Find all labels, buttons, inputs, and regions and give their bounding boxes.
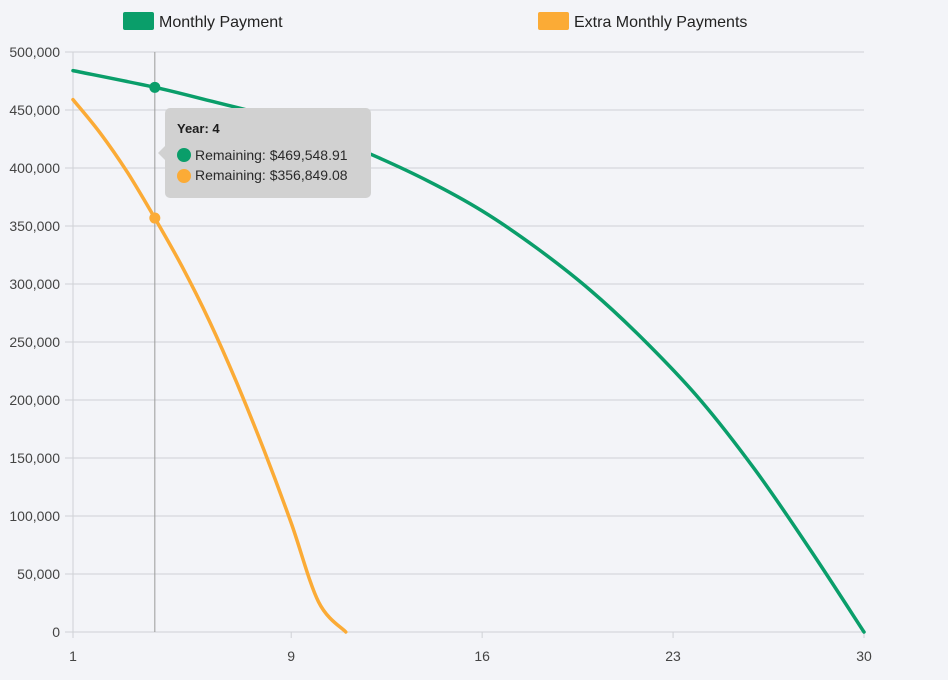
x-tick-label: 30 (856, 648, 872, 664)
legend-label-extra-monthly-payments: Extra Monthly Payments (574, 14, 747, 31)
y-tick-label: 50,000 (17, 566, 60, 582)
x-tick-label: 16 (474, 648, 490, 664)
y-axis-ticks: 500,000 450,000 400,000 350,000 300,000 250,0… (9, 44, 60, 640)
tooltip-line-extra-monthly-payments: Remaining: $356,849.08 (195, 167, 348, 183)
tooltip-swatch-extra-monthly-payments (177, 169, 191, 183)
tooltip-box (165, 108, 371, 198)
y-tick-label: 0 (52, 624, 60, 640)
x-tick-label: 9 (287, 648, 295, 664)
hover-point-monthly-payment[interactable] (149, 81, 161, 93)
legend-item-monthly-payment[interactable]: Monthly Payment (123, 12, 283, 31)
tooltip-swatch-monthly-payment (177, 148, 191, 162)
data-series (71, 68, 866, 634)
y-tick-label: 100,000 (9, 508, 60, 524)
y-tick-label: 350,000 (9, 218, 60, 234)
tooltip-arrow (158, 146, 165, 160)
y-tick-label: 200,000 (9, 392, 60, 408)
y-tick-label: 450,000 (9, 102, 60, 118)
legend-label-monthly-payment: Monthly Payment (159, 14, 283, 31)
legend-item-extra-monthly-payments[interactable]: Extra Monthly Payments (538, 12, 747, 31)
chart-legend: Monthly Payment Extra Monthly Payments (123, 12, 747, 31)
series-line-extra-monthly-payments (71, 97, 348, 634)
y-tick-label: 300,000 (9, 276, 60, 292)
y-tick-label: 400,000 (9, 160, 60, 176)
tooltip: Year: 4 Remaining: $469,548.91 Remaining… (158, 108, 371, 198)
legend-swatch-monthly-payment (123, 12, 154, 30)
series-line-monthly-payment (71, 68, 866, 634)
y-tick-label: 250,000 (9, 334, 60, 350)
x-tick-label: 1 (69, 648, 77, 664)
tooltip-line-monthly-payment: Remaining: $469,548.91 (195, 147, 348, 163)
x-axis-ticks: 1 9 16 23 30 (69, 632, 872, 664)
tooltip-title: Year: 4 (177, 121, 220, 136)
y-tick-label: 150,000 (9, 450, 60, 466)
x-tick-label: 23 (665, 648, 681, 664)
hover-point-extra-monthly-payments[interactable] (149, 212, 161, 224)
hover-points (149, 81, 161, 224)
legend-swatch-extra-monthly-payments (538, 12, 569, 30)
y-tick-label: 500,000 (9, 44, 60, 60)
